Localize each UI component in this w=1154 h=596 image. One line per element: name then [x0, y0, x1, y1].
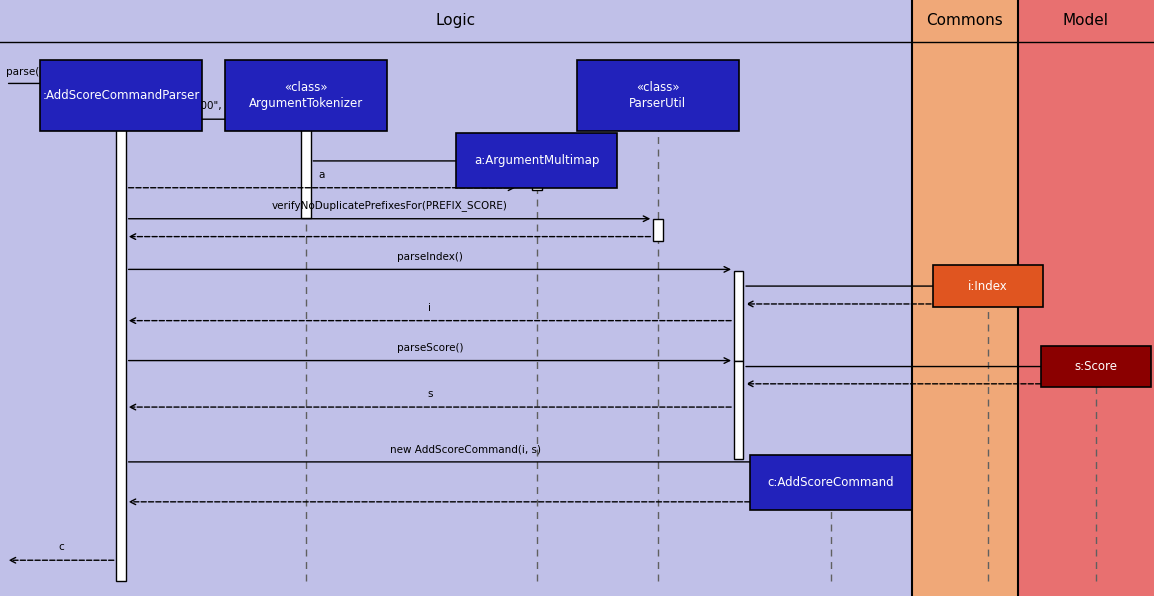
- Text: parse("1 s|100"): parse("1 s|100"): [6, 67, 91, 77]
- Text: c: c: [59, 542, 63, 552]
- Text: Commons: Commons: [927, 13, 1003, 29]
- Text: new AddScoreCommand(i, s): new AddScoreCommand(i, s): [390, 444, 541, 454]
- Text: a: a: [319, 170, 325, 180]
- FancyBboxPatch shape: [734, 361, 743, 459]
- Text: Model: Model: [1063, 13, 1109, 29]
- Text: Logic: Logic: [436, 13, 475, 29]
- Text: i:Index: i:Index: [968, 280, 1007, 293]
- FancyBboxPatch shape: [1092, 365, 1101, 386]
- Text: c:AddScoreCommand: c:AddScoreCommand: [767, 476, 894, 489]
- FancyBboxPatch shape: [734, 271, 743, 361]
- FancyBboxPatch shape: [456, 134, 617, 188]
- Text: parseScore(): parseScore(): [397, 343, 463, 353]
- Bar: [912, 0, 1018, 596]
- Text: parseIndex(): parseIndex(): [397, 252, 463, 262]
- Text: «class»
ArgumentTokenizer: «class» ArgumentTokenizer: [248, 81, 364, 110]
- FancyBboxPatch shape: [653, 219, 662, 241]
- Text: i: i: [428, 303, 432, 313]
- FancyBboxPatch shape: [117, 85, 126, 581]
- FancyBboxPatch shape: [932, 265, 1042, 307]
- FancyBboxPatch shape: [826, 483, 835, 502]
- Text: a:ArgumentMultimap: a:ArgumentMultimap: [474, 154, 599, 167]
- FancyBboxPatch shape: [301, 119, 310, 218]
- FancyBboxPatch shape: [532, 167, 541, 190]
- FancyBboxPatch shape: [1041, 346, 1151, 387]
- FancyBboxPatch shape: [225, 60, 387, 131]
- FancyBboxPatch shape: [750, 455, 912, 510]
- Text: s:Score: s:Score: [1074, 360, 1118, 373]
- Text: verifyNoDuplicatePrefixesFor(PREFIX_SCORE): verifyNoDuplicatePrefixesFor(PREFIX_SCOR…: [271, 200, 508, 211]
- Text: tokenize("1 s|100", PREFIX_SCORE): tokenize("1 s|100", PREFIX_SCORE): [121, 101, 306, 111]
- FancyBboxPatch shape: [983, 285, 992, 305]
- Text: «class»
ParserUtil: «class» ParserUtil: [629, 81, 687, 110]
- FancyBboxPatch shape: [577, 60, 739, 131]
- Text: s: s: [427, 389, 433, 399]
- Bar: [1018, 0, 1154, 596]
- Bar: [0, 0, 912, 596]
- Text: :AddScoreCommandParser: :AddScoreCommandParser: [43, 89, 200, 102]
- FancyBboxPatch shape: [40, 60, 202, 131]
